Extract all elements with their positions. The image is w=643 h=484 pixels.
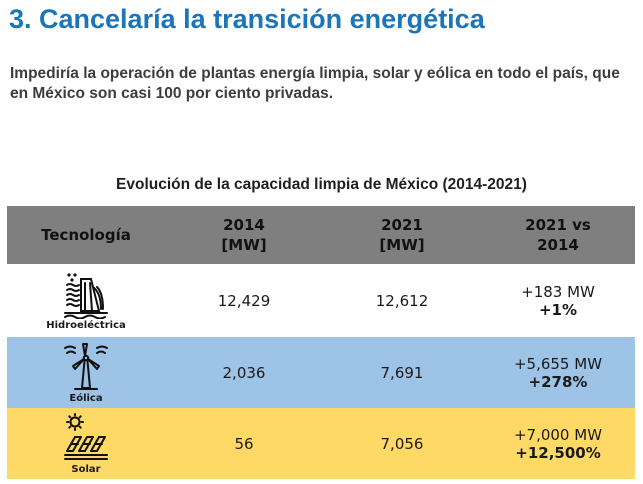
solar-panel-icon	[64, 412, 108, 460]
technology-name: Hidroeléctrica	[46, 319, 126, 331]
value-2014: 12,429	[165, 264, 323, 337]
table-row: Solar 56 7,056 +7,000 MW +12,500%	[7, 408, 635, 479]
page-subtitle: Impediría la operación de plantas energí…	[10, 65, 620, 102]
change-cell: +7,000 MW +12,500%	[481, 408, 635, 479]
wind-turbine-icon	[64, 342, 108, 390]
value-2021: 7,056	[323, 408, 481, 479]
value-2014: 56	[165, 408, 323, 479]
page-title: 3. Cancelaría la transición energética	[9, 4, 485, 34]
value-2021: 12,612	[323, 264, 481, 337]
table-caption: Evolución de la capacidad limpia de Méxi…	[116, 176, 527, 193]
table-row: Hidroeléctrica 12,429 12,612 +183 MW +1%	[7, 264, 635, 337]
technology-name: Eólica	[69, 392, 103, 404]
technology-cell: Hidroeléctrica	[7, 264, 165, 337]
table-header-row: Tecnología 2014 [MW] 2021 [MW] 2021 vs 2014	[7, 206, 635, 264]
value-2021: 7,691	[323, 337, 481, 408]
technology-cell: Solar	[7, 408, 165, 479]
change-cell: +183 MW +1%	[481, 264, 635, 337]
technology-name: Solar	[71, 463, 101, 475]
header-2021: 2021 [MW]	[323, 206, 481, 264]
hydro-dam-icon	[64, 272, 108, 319]
table-row: Eólica 2,036 7,691 +5,655 MW +278%	[7, 337, 635, 408]
change-pct: +278%	[528, 372, 588, 391]
change-pct: +12,500%	[515, 443, 601, 462]
change-mw: +183 MW	[521, 282, 595, 301]
change-cell: +5,655 MW +278%	[481, 337, 635, 408]
change-pct: +1%	[538, 300, 578, 319]
change-mw: +5,655 MW	[513, 354, 603, 373]
capacity-table: Tecnología 2014 [MW] 2021 [MW] 2021 vs 2014	[7, 206, 635, 479]
change-mw: +7,000 MW	[513, 425, 603, 444]
value-2014: 2,036	[165, 337, 323, 408]
header-2021-vs-2014: 2021 vs 2014	[481, 206, 635, 264]
header-technology: Tecnología	[7, 206, 165, 264]
technology-cell: Eólica	[7, 337, 165, 408]
header-2014: 2014 [MW]	[165, 206, 323, 264]
